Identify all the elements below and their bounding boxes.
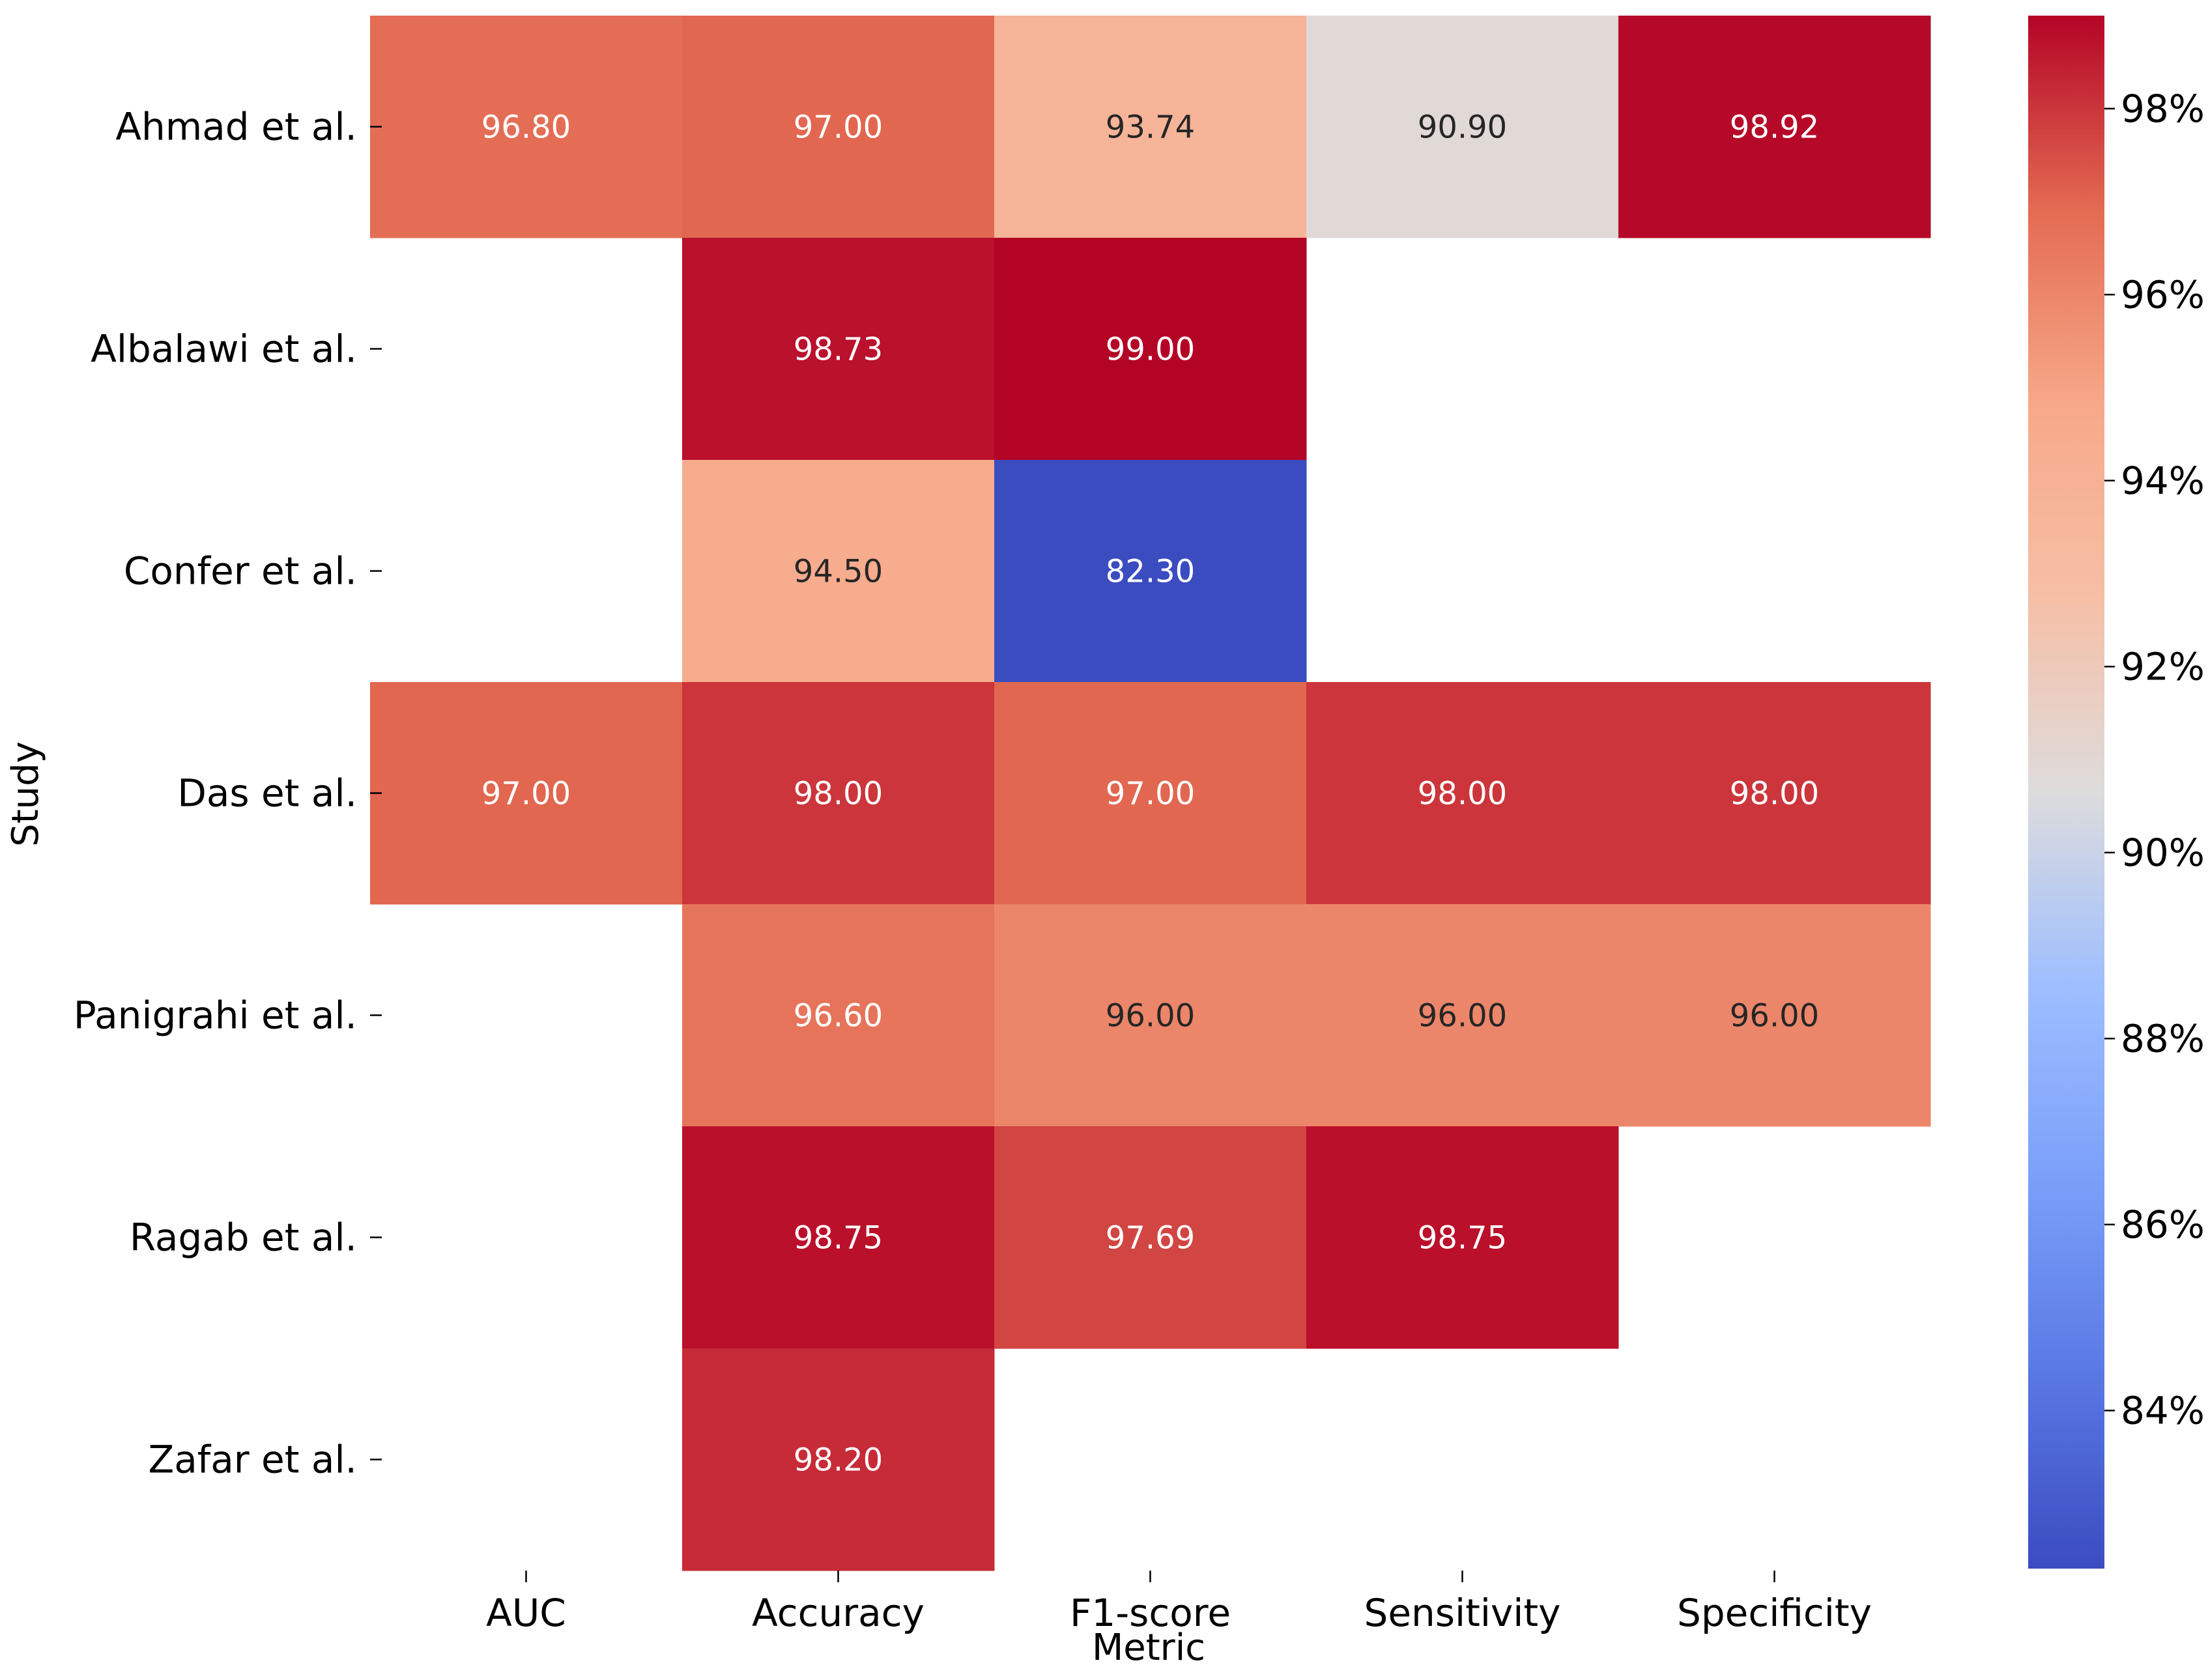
y-tick-label: Das et al. — [177, 771, 357, 816]
colorbar-tick-label: 86% — [2121, 1203, 2205, 1247]
colorbar-tick-label: 96% — [2121, 272, 2205, 317]
heatmap-cell — [682, 16, 995, 238]
heatmap-cell — [682, 1126, 995, 1349]
y-tick-label: Panigrahi et al. — [74, 993, 357, 1038]
cell-value-label: 96.00 — [1418, 998, 1507, 1034]
colorbar: 84% 86% 88% 90% 92% 94% 96% 98% — [2028, 16, 2205, 1569]
cell-value-label: 97.00 — [794, 109, 883, 146]
heatmap-cell — [370, 16, 683, 238]
heatmap-cell — [994, 460, 1307, 683]
colorbar-tick-label: 84% — [2121, 1388, 2205, 1432]
heatmap-cells — [370, 16, 1931, 1571]
colorbar-tick-label: 88% — [2121, 1016, 2205, 1061]
cell-value-label: 96.00 — [1106, 998, 1195, 1034]
y-tick-label: Ahmad et al. — [115, 105, 357, 149]
colorbar-tick-label: 98% — [2121, 87, 2205, 131]
colorbar-tick-label: 94% — [2121, 459, 2205, 503]
y-tick-label: Ragab et al. — [130, 1216, 357, 1260]
cell-value-label: 98.20 — [794, 1442, 883, 1479]
heatmap-cell — [682, 1348, 995, 1571]
cell-value-label: 93.74 — [1106, 109, 1195, 146]
cell-value-label: 97.69 — [1106, 1220, 1195, 1257]
x-tick-label: Specificity — [1677, 1591, 1872, 1635]
y-tick-label: Confer et al. — [124, 549, 357, 593]
x-tick-label: AUC — [486, 1591, 566, 1635]
heatmap-cell — [994, 1126, 1307, 1349]
colorbar-ticks: 84% 86% 88% 90% 92% 94% 96% 98% — [2104, 87, 2205, 1432]
colorbar-gradient — [2028, 16, 2104, 1569]
cell-value-label: 96.00 — [1730, 998, 1819, 1034]
cell-value-label: 98.73 — [794, 332, 883, 368]
cell-value-label: 96.60 — [794, 998, 883, 1034]
heatmap-cell — [994, 904, 1307, 1127]
heatmap-cell — [1618, 682, 1931, 905]
heatmap-cell — [370, 682, 683, 905]
cell-value-label: 96.80 — [481, 109, 571, 146]
heatmap-cell — [682, 460, 995, 683]
cell-value-label: 94.50 — [794, 554, 883, 590]
y-axis: Ahmad et al. Albalawi et al. Confer et al.… — [74, 105, 382, 1482]
heatmap-cell — [1618, 16, 1931, 238]
heatmap-cell — [1306, 682, 1619, 905]
x-tick-label: Sensitivity — [1364, 1591, 1561, 1635]
heatmap-cell — [1306, 904, 1619, 1127]
y-tick-label: Zafar et al. — [149, 1438, 357, 1482]
cell-value-label: 98.00 — [1730, 776, 1819, 812]
colorbar-tick-label: 92% — [2121, 644, 2205, 689]
cell-value-label: 97.00 — [481, 776, 571, 812]
heatmap-cell — [682, 238, 995, 461]
heatmap-value-labels: 96.80 97.00 93.74 90.90 98.92 98.73 99.00 94.50… — [481, 109, 1819, 1479]
heatmap-cell — [1306, 16, 1619, 238]
heatmap-cell — [994, 238, 1307, 461]
cell-value-label: 98.92 — [1730, 109, 1819, 146]
x-tick-label: F1-score — [1070, 1591, 1231, 1635]
heatmap-cell — [994, 682, 1307, 905]
y-tick-label: Albalawi et al. — [91, 327, 357, 371]
x-axis: AUC Accuracy F1-score Sensitivity Specificit… — [486, 1571, 1872, 1635]
heatmap-cell — [1306, 1126, 1619, 1349]
cell-value-label: 97.00 — [1106, 776, 1195, 812]
cell-value-label: 90.90 — [1418, 109, 1507, 146]
cell-value-label: 98.00 — [794, 776, 883, 812]
heatmap-cell — [682, 904, 995, 1127]
cell-value-label: 98.75 — [1418, 1220, 1507, 1257]
cell-value-label: 82.30 — [1106, 554, 1195, 590]
y-axis-title: Study — [5, 741, 47, 847]
x-axis-title: Metric — [1092, 1627, 1205, 1669]
heatmap-cell — [682, 682, 995, 905]
heatmap-cell — [1618, 904, 1931, 1127]
cell-value-label: 98.00 — [1418, 776, 1507, 812]
colorbar-tick-label: 90% — [2121, 831, 2205, 875]
cell-value-label: 99.00 — [1106, 332, 1195, 368]
heatmap-cell — [994, 16, 1307, 238]
x-tick-label: Accuracy — [752, 1591, 925, 1635]
cell-value-label: 98.75 — [794, 1220, 883, 1257]
